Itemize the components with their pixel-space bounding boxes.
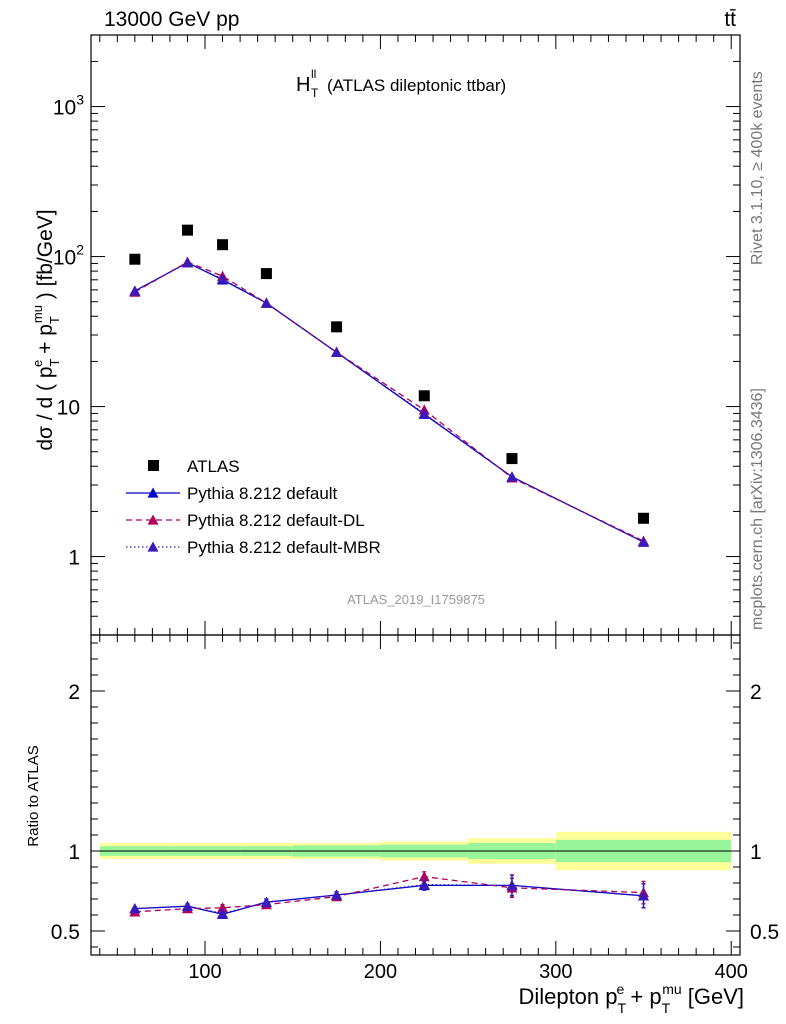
y-tick-label: 103 [53,92,84,120]
atlas-data-point [418,390,430,402]
atlas-data-point [129,253,141,265]
legend-label: Pythia 8.212 default [187,484,338,503]
main-panel: 1 10 102 103 [53,34,741,955]
ratio-tick-label-right: 1 [750,841,762,864]
mcplots-label: mcplots.cern.ch [arXiv:1306.3436] [749,388,766,630]
title-sup: ll [311,67,316,81]
ratio-series-point [129,903,141,914]
x-tick-label: 300 [539,961,572,983]
analysis-label: ATLAS_2019_I1759875 [347,592,485,607]
ratio-series-point [217,902,229,913]
x-tick-label: 100 [188,961,221,983]
energy-label: 13000 GeV pp [104,8,239,31]
legend-label-atlas: ATLAS [187,457,240,476]
ratio-tick-label-right: 0.5 [750,921,779,944]
legend-label: Pythia 8.212 default-DL [187,511,365,530]
ratio-series-point [638,890,650,901]
chart-title: H ll T (ATLAS dileptonic ttbar) [296,67,506,100]
series-point [217,273,229,284]
atlas-data-point [217,239,229,251]
atlas-data-point [181,224,193,236]
x-axis-label: Dilepton pTe + pTmu [GeV] [518,981,744,1016]
svg-text:dσ / d ( pTe + pTmu ) [fb/GeV]: dσ / d ( pTe + pTmu ) [fb/GeV] [30,209,62,450]
legend-marker [147,514,159,525]
series-point [638,536,650,547]
series-point [260,297,272,308]
ratio-series-point [217,907,229,919]
ratio-series-line [134,883,644,915]
y-tick-label: 102 [53,242,84,270]
ratio-frame [90,634,741,956]
atlas-data-point [331,321,343,333]
series-point [129,285,141,296]
ratio-tick-label-right: 2 [750,681,762,704]
ratio-tick-label-left: 1 [68,841,80,864]
legend-label: Pythia 8.212 default-MBR [187,538,381,557]
rivet-label: Rivet 3.1.10, ≥ 400k events [749,71,766,265]
x-tick-label: 200 [364,961,397,983]
ratio-series-line [134,884,644,915]
ratio-y-label: Ratio to ATLAS [25,745,42,846]
ratio-series-point [418,879,430,890]
atlas-data-point [506,453,518,465]
ratio-series-point [260,896,272,907]
legend-marker [147,487,159,498]
series-point [506,471,518,482]
process-label: tt̄ [724,8,736,31]
ratio-tick-label-left: 0.5 [51,921,80,944]
legend: ATLAS Pythia 8.212 default Pythia 8.212 de… [126,457,381,557]
ratio-series-line [134,875,644,913]
atlas-data-point [638,512,650,524]
ratio-tick-label-left: 2 [68,681,80,704]
title-main: H [296,74,310,96]
title-sub: T [311,86,319,100]
ratio-series-point [181,900,193,911]
x-tick-label: 400 [715,961,748,983]
series-point [331,346,343,357]
legend-marker-atlas [148,460,159,471]
series-line [134,261,644,542]
y-axis-label: dσ / d ( pTe + pTmu ) [fb/GeV] [30,209,62,450]
title-rest: (ATLAS dileptonic ttbar) [327,76,506,95]
ratio-series-point [418,871,430,882]
ratio-series-point [506,879,518,891]
svg-text:Dilepton pTe + pTmu [GeV]: Dilepton pTe + pTmu [GeV] [518,981,744,1016]
series-point [418,407,430,419]
ratio-series-point [331,889,343,900]
y-tick-label: 10 [57,397,80,420]
atlas-data-point [260,268,272,280]
y-tick-label: 1 [68,547,80,570]
legend-marker [147,541,159,552]
series-point [181,257,193,268]
